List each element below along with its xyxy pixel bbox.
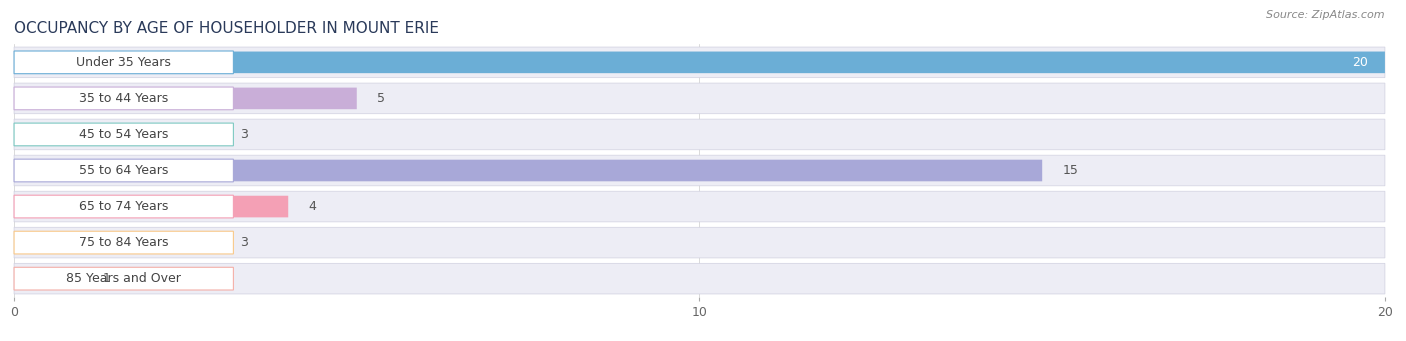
FancyBboxPatch shape [14,232,219,253]
FancyBboxPatch shape [14,195,233,218]
FancyBboxPatch shape [14,51,1385,73]
FancyBboxPatch shape [14,160,1042,181]
Text: 45 to 54 Years: 45 to 54 Years [79,128,169,141]
FancyBboxPatch shape [14,263,1385,294]
Text: 75 to 84 Years: 75 to 84 Years [79,236,169,249]
FancyBboxPatch shape [14,123,233,146]
Text: 5: 5 [377,92,385,105]
FancyBboxPatch shape [14,155,1385,186]
FancyBboxPatch shape [14,196,288,217]
FancyBboxPatch shape [14,268,83,290]
FancyBboxPatch shape [14,83,1385,114]
Text: OCCUPANCY BY AGE OF HOUSEHOLDER IN MOUNT ERIE: OCCUPANCY BY AGE OF HOUSEHOLDER IN MOUNT… [14,21,439,36]
FancyBboxPatch shape [14,231,233,254]
Text: 35 to 44 Years: 35 to 44 Years [79,92,169,105]
FancyBboxPatch shape [14,87,233,110]
Text: 20: 20 [1353,56,1368,69]
Text: 4: 4 [309,200,316,213]
FancyBboxPatch shape [14,47,1385,78]
Text: 3: 3 [240,128,247,141]
FancyBboxPatch shape [14,191,1385,222]
Text: 1: 1 [103,272,111,285]
FancyBboxPatch shape [14,159,233,182]
Text: Under 35 Years: Under 35 Years [76,56,172,69]
FancyBboxPatch shape [14,88,357,109]
Text: 3: 3 [240,236,247,249]
FancyBboxPatch shape [14,119,1385,150]
Text: 85 Years and Over: 85 Years and Over [66,272,181,285]
Text: 15: 15 [1063,164,1078,177]
Text: 65 to 74 Years: 65 to 74 Years [79,200,169,213]
FancyBboxPatch shape [14,51,233,74]
FancyBboxPatch shape [14,124,219,145]
FancyBboxPatch shape [14,227,1385,258]
Text: 55 to 64 Years: 55 to 64 Years [79,164,169,177]
Text: Source: ZipAtlas.com: Source: ZipAtlas.com [1267,10,1385,20]
FancyBboxPatch shape [14,267,233,290]
